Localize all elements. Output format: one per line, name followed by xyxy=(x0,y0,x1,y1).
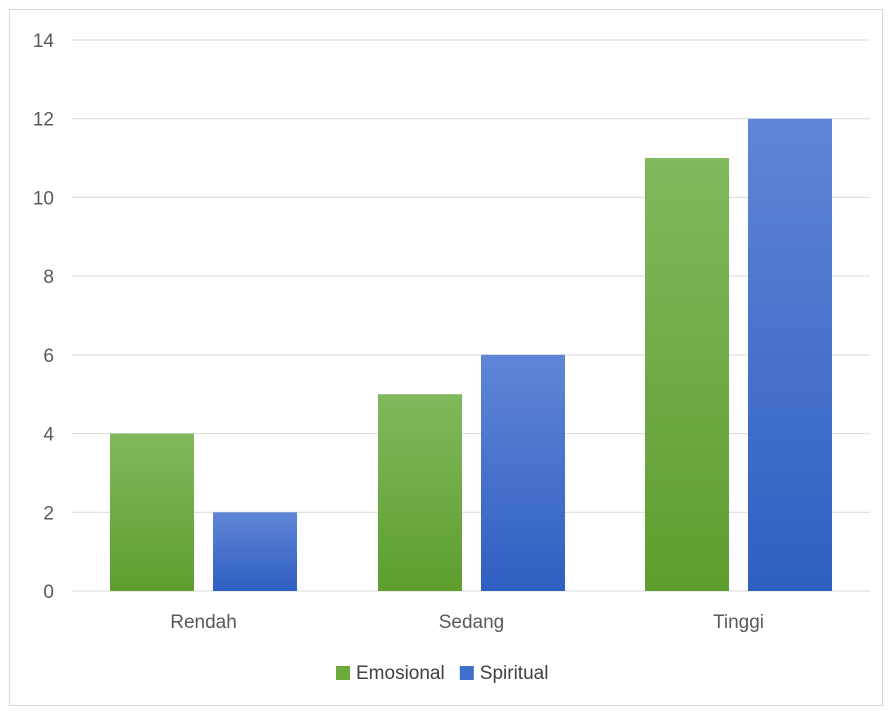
y-tick-label: 6 xyxy=(43,346,54,367)
x-axis-tick-labels: Rendah Sedang Tinggi xyxy=(170,612,764,633)
x-tick-label: Rendah xyxy=(170,612,237,633)
gridlines xyxy=(72,39,870,592)
bar-emosional-rendah xyxy=(110,433,194,591)
legend-swatch-emosional xyxy=(336,666,350,680)
y-tick-label: 14 xyxy=(33,31,55,52)
x-tick-label: Tinggi xyxy=(713,612,764,633)
y-tick-label: 2 xyxy=(43,503,54,524)
bar-emosional-tinggi xyxy=(645,158,729,592)
legend-swatch-spiritual xyxy=(459,666,474,680)
bar-spiritual-sedang xyxy=(481,354,565,591)
legend: Emosional Spiritual xyxy=(336,663,548,684)
y-tick-label: 4 xyxy=(43,425,54,446)
legend-label-emosional: Emosional xyxy=(356,663,445,684)
y-tick-label: 12 xyxy=(33,110,54,131)
bar-spiritual-tinggi xyxy=(748,118,832,591)
bar-spiritual-rendah xyxy=(213,512,297,591)
y-tick-label: 0 xyxy=(43,582,54,603)
y-tick-label: 8 xyxy=(43,267,54,288)
bars xyxy=(110,118,832,592)
y-tick-label: 10 xyxy=(33,188,54,209)
x-tick-label: Sedang xyxy=(439,612,505,633)
legend-label-spiritual: Spiritual xyxy=(480,663,549,684)
y-axis-tick-labels: 0 2 4 6 8 10 12 14 xyxy=(33,31,55,603)
bar-emosional-sedang xyxy=(378,394,462,591)
